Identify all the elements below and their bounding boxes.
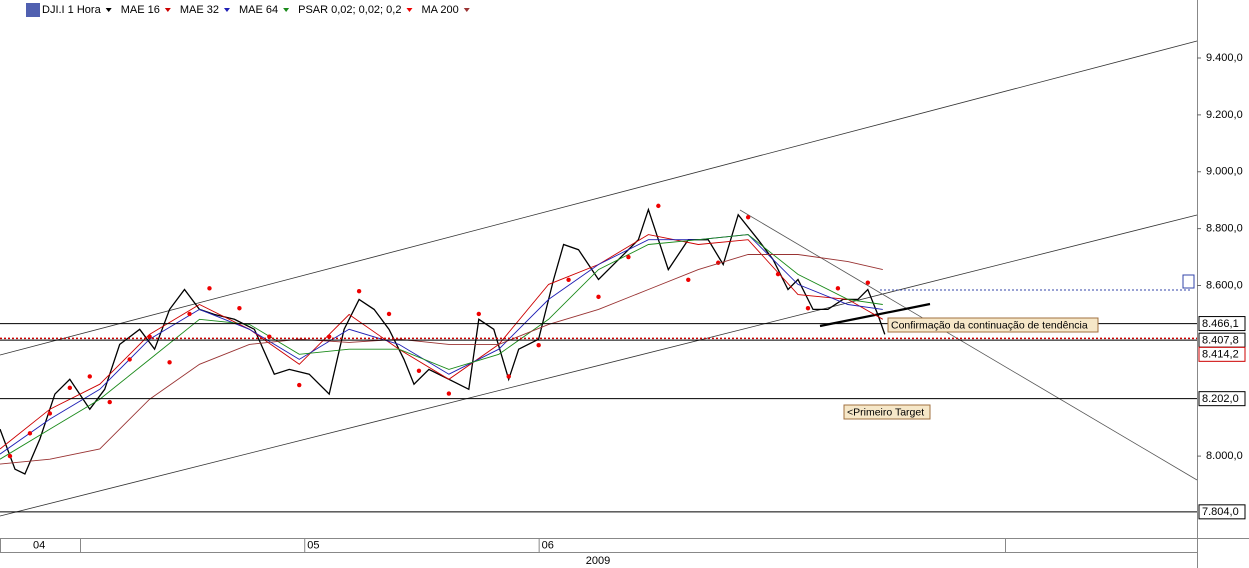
indicator-line <box>0 234 883 460</box>
psar-dot <box>476 311 481 317</box>
y-tick-label: 9.000,0 <box>1206 166 1243 178</box>
psar-dot <box>87 374 92 379</box>
psar-dot <box>107 399 112 405</box>
legend-dropdown[interactable] <box>406 8 413 12</box>
legend-item[interactable]: MAE 64 <box>239 4 278 16</box>
x-tick-label: 06 <box>542 539 554 551</box>
psar-dot <box>207 286 212 291</box>
level-label: 8.407,8 <box>1202 335 1239 347</box>
psar-dot <box>237 306 242 311</box>
psar-dot <box>805 306 811 311</box>
legend-item[interactable]: MA 200 <box>421 4 458 16</box>
axes: 8.000,0 8.600,0 8.800,0 9.000,0 9.200,0 9.400… <box>0 52 1243 552</box>
psar-dot <box>686 277 691 283</box>
legend-dropdown[interactable] <box>463 8 470 12</box>
annotation: <Primeiro Target <box>847 406 924 418</box>
level-label-box <box>1198 346 1246 362</box>
level-label-box <box>1198 391 1246 407</box>
annotation-box <box>887 317 1099 333</box>
legend-item[interactable]: PSAR 0,02; 0,02; 0,2 <box>298 4 401 16</box>
legend: DJI.I 1 Hora MAE 16 MAE 32 MAE 64 PSAR 0,02;… <box>42 4 470 16</box>
psar-dot <box>506 374 511 379</box>
level-label-box <box>1198 316 1246 332</box>
psar-dot <box>386 311 392 317</box>
psar-dot <box>536 343 541 348</box>
legend-item[interactable]: MAE 16 <box>121 4 160 16</box>
y-tick-label: 8.600,0 <box>1206 279 1243 291</box>
psar-dot <box>446 391 452 396</box>
legend-dropdown[interactable] <box>283 8 290 12</box>
psar-dot <box>416 368 422 373</box>
legend-item[interactable]: MAE 32 <box>180 4 219 16</box>
indicator-line <box>0 254 883 465</box>
trend-line <box>739 209 1198 481</box>
x-tick-label: 04 <box>33 539 45 551</box>
y-tick-label: 9.200,0 <box>1206 109 1243 121</box>
psar-dot <box>187 311 192 317</box>
psar-dot <box>167 360 172 365</box>
trend-line <box>0 40 1198 356</box>
indicator-line <box>0 234 884 450</box>
psar-dot <box>626 254 631 260</box>
annotation: Confirmação da continuação de tendência <box>891 319 1088 331</box>
annotation-box <box>843 404 931 420</box>
psar-dot <box>775 271 781 277</box>
legend-dropdown[interactable] <box>164 8 171 12</box>
psar-dot <box>835 286 841 291</box>
y-tick-label: 9.400,0 <box>1206 52 1243 64</box>
psar-dot <box>127 357 132 362</box>
psar-dot <box>865 280 871 285</box>
legend-dropdown[interactable] <box>105 8 112 12</box>
level-label: 8.466,1 <box>1202 318 1239 330</box>
psar-dot <box>47 411 53 416</box>
levels: 8.407,8 8.466,1 8.414,2 8.202,0 7.804,0 <box>0 316 1246 520</box>
level-label: 8.414,2 <box>1202 349 1239 361</box>
level-label: 8.202,0 <box>1202 393 1239 405</box>
psar-dot <box>67 385 73 391</box>
y-tick-label: 8.800,0 <box>1206 223 1243 235</box>
psar-dot <box>745 215 751 220</box>
x-tick-label: 05 <box>307 539 319 551</box>
level-label-box <box>1198 504 1246 520</box>
psar-dot <box>356 288 362 294</box>
x-axis-label: 2009 <box>586 555 610 567</box>
psar-dot <box>7 453 13 459</box>
psar-dot <box>656 203 661 209</box>
psar-dot <box>596 294 601 300</box>
psar-dot <box>27 431 33 436</box>
instrument-icon <box>26 3 40 17</box>
plot-area <box>0 203 886 475</box>
trend-line <box>0 214 1198 517</box>
psar-dot <box>297 382 302 388</box>
marker-icon <box>1182 274 1195 289</box>
level-label: 7.804,0 <box>1202 506 1239 518</box>
legend-item[interactable]: DJI.I 1 Hora <box>42 4 102 16</box>
legend-dropdown[interactable] <box>223 8 230 12</box>
y-tick-label: 8.000,0 <box>1206 450 1243 462</box>
psar-dot <box>566 277 571 283</box>
